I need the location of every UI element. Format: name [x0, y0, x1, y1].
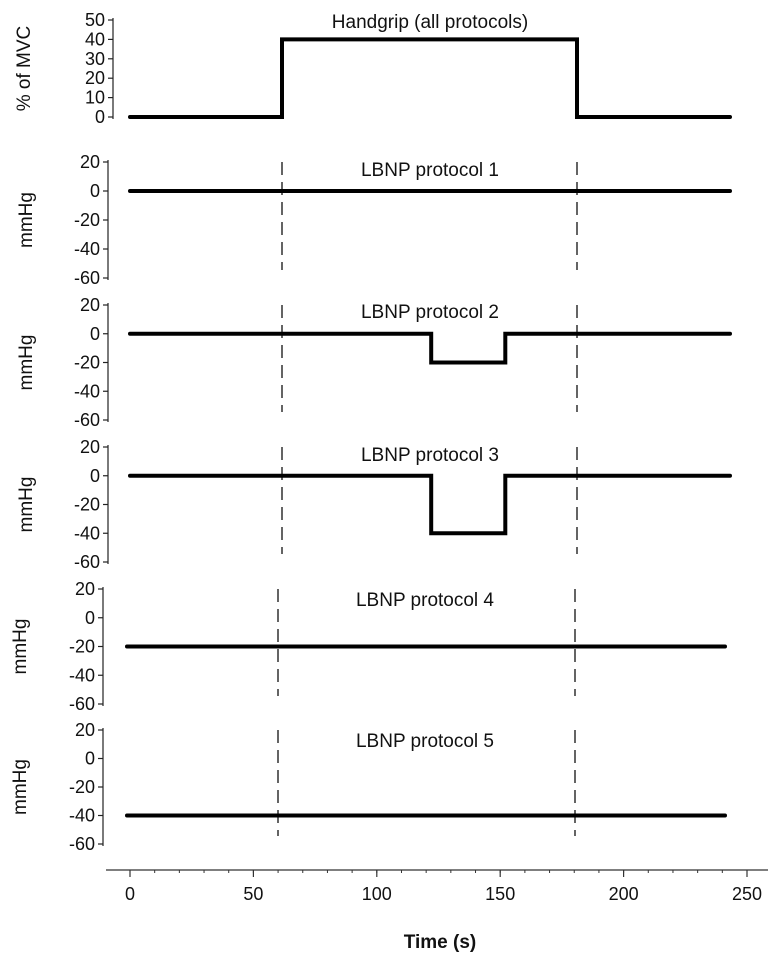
- panel-title: LBNP protocol 1: [361, 160, 499, 181]
- y-tick-label: -60: [74, 552, 100, 572]
- y-tick-label: 20: [80, 437, 100, 457]
- y-tick-label: -40: [69, 665, 95, 685]
- y-axis-title: mmHg: [16, 335, 37, 391]
- panel-title: LBNP protocol 3: [361, 445, 499, 466]
- x-tick-label: 200: [609, 884, 639, 904]
- panel-3: 20 0 -20 -40 -60 mmHg LBNP protocol 2: [16, 295, 732, 430]
- series-line: [128, 473, 732, 536]
- y-tick-label: 20: [75, 579, 95, 599]
- y-tick-label: 20: [80, 295, 100, 315]
- x-tick-label: 50: [243, 884, 263, 904]
- x-tick-label: 100: [362, 884, 392, 904]
- x-tick-label: 0: [125, 884, 135, 904]
- panel-title: Handgrip (all protocols): [332, 12, 528, 33]
- panel-title: LBNP protocol 5: [356, 731, 494, 752]
- panel-title: LBNP protocol 4: [356, 590, 494, 611]
- y-axis-title: mmHg: [10, 619, 31, 675]
- y-tick-label: -20: [69, 637, 95, 657]
- y-tick-label: 0: [90, 324, 100, 344]
- y-tick-label: 40: [85, 29, 105, 49]
- panel-4: 20 0 -20 -40 -60 mmHg LBNP protocol 3: [16, 437, 732, 572]
- series-line: [128, 331, 732, 365]
- x-axis-title: Time (s): [404, 932, 477, 953]
- y-tick-label: -60: [69, 694, 95, 714]
- panel-6: 20 0 -20 -40 -60 mmHg LBNP protocol 5: [10, 720, 727, 854]
- y-tick-label: -40: [69, 806, 95, 826]
- y-tick-label: -20: [74, 210, 100, 230]
- y-tick-label: -60: [69, 834, 95, 854]
- y-tick-label: 0: [95, 107, 105, 127]
- y-tick-label: 20: [85, 68, 105, 88]
- y-tick-label: 0: [85, 608, 95, 628]
- y-tick-label: 0: [90, 181, 100, 201]
- panel-2: 20 0 -20 -40 -60 mmHg LBNP protocol 1: [16, 152, 732, 288]
- panel-title: LBNP protocol 2: [361, 302, 499, 323]
- x-axis: 0 50 100 150 200 250 Time (s): [106, 869, 768, 953]
- y-tick-label: -20: [74, 495, 100, 515]
- series-line: [128, 37, 732, 119]
- y-tick-label: -40: [74, 381, 100, 401]
- y-axis-title: mmHg: [10, 759, 31, 815]
- y-tick-label: 10: [85, 88, 105, 108]
- y-tick-label: 30: [85, 49, 105, 69]
- y-axis-title: mmHg: [16, 477, 37, 533]
- y-tick-label: -40: [74, 239, 100, 259]
- y-axis-title: % of MVC: [14, 26, 35, 112]
- y-tick-label: -20: [69, 777, 95, 797]
- y-tick-label: -40: [74, 523, 100, 543]
- y-tick-label: 0: [90, 466, 100, 486]
- y-tick-label: -60: [74, 410, 100, 430]
- x-tick-label: 150: [485, 884, 515, 904]
- y-tick-label: 20: [75, 720, 95, 740]
- x-tick-label: 250: [732, 884, 762, 904]
- y-tick-label: 50: [85, 10, 105, 30]
- y-tick-label: 20: [80, 152, 100, 172]
- y-tick-label: -60: [74, 268, 100, 288]
- y-tick-label: -20: [74, 353, 100, 373]
- y-axis-title: mmHg: [16, 192, 37, 248]
- panel-5: 20 0 -20 -40 -60 mmHg LBNP protocol 4: [10, 579, 727, 714]
- y-tick-label: 0: [85, 749, 95, 769]
